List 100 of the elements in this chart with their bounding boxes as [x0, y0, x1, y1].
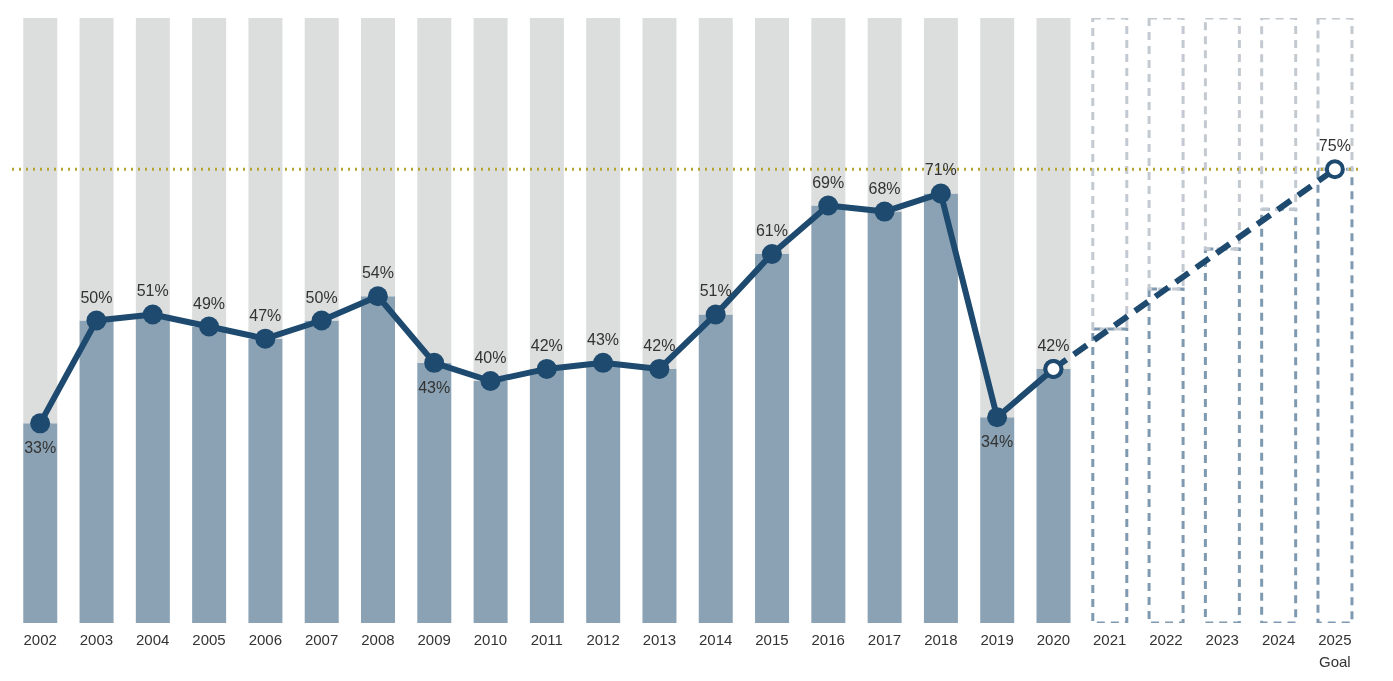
point [818, 195, 839, 216]
x-tick-label: 2006 [248, 631, 282, 648]
x-tick-label: 2018 [924, 631, 958, 648]
x-tick-label: 2020 [1036, 631, 1071, 648]
x-tick-label: 2002 [23, 631, 57, 648]
data-label: 61% [755, 221, 788, 239]
data-label: 69% [812, 173, 845, 191]
point [255, 328, 276, 349]
x-tick-label: 2004 [136, 631, 170, 648]
bar [1147, 287, 1185, 623]
x-tick-label: 2012 [586, 631, 620, 648]
bar [79, 18, 114, 321]
x-tick-label: 2010 [473, 631, 508, 648]
data-label: 51% [699, 282, 732, 300]
bar [1316, 18, 1354, 171]
x-tick-label: 2021 [1093, 631, 1127, 648]
x-tick-label: 2007 [304, 631, 339, 648]
bar [642, 18, 677, 369]
point [536, 358, 557, 379]
point [142, 304, 163, 325]
data-label: 43% [418, 378, 451, 396]
point [30, 413, 51, 434]
data-label: 75% [1318, 137, 1351, 155]
bar [1036, 368, 1071, 623]
point [761, 243, 782, 264]
bar [417, 362, 452, 623]
bar [1260, 207, 1298, 623]
data-label: 33% [24, 439, 57, 457]
bar [529, 368, 564, 623]
x-tick-label: 2011 [530, 631, 563, 648]
point [311, 310, 332, 331]
point [86, 310, 107, 331]
x-tick-label: 2023 [1205, 631, 1239, 648]
data-label: 51% [136, 282, 169, 300]
bar [192, 326, 227, 623]
data-label: 47% [249, 306, 282, 324]
bar [811, 205, 846, 623]
point [367, 286, 388, 307]
data-label: 40% [474, 349, 507, 366]
data-label: 49% [193, 294, 226, 312]
x-tick-label: 2022 [1149, 631, 1183, 648]
data-label: 54% [361, 264, 394, 282]
x-tick-label: 2014 [698, 631, 733, 648]
bar [304, 320, 339, 623]
bar [923, 18, 958, 194]
bar [867, 211, 902, 623]
point [705, 304, 726, 325]
bar [586, 18, 621, 363]
bar [923, 193, 958, 623]
x-tick-label: 2024 [1261, 631, 1296, 648]
data-label: 50% [80, 288, 113, 306]
bar [1036, 18, 1071, 369]
data-label: 42% [530, 336, 563, 354]
bar [980, 18, 1015, 418]
bar [23, 423, 58, 623]
bar [980, 417, 1015, 623]
bar [1203, 18, 1241, 251]
x-tick-label: 2008 [361, 631, 395, 648]
bar [1147, 18, 1185, 291]
bar [361, 296, 396, 623]
bar [135, 18, 170, 315]
data-label: 43% [587, 330, 620, 348]
bar [192, 18, 227, 327]
bar [698, 18, 733, 315]
point [649, 358, 670, 379]
data-label: 34% [981, 433, 1014, 451]
x-tick-label: 2009 [417, 631, 451, 648]
data-label: 71% [924, 161, 957, 179]
bar [79, 320, 114, 623]
data-label: 42% [1037, 336, 1070, 354]
x-tick-label: 2025 Goal [1318, 631, 1352, 670]
bar [811, 18, 846, 206]
bar [755, 18, 790, 254]
bar [248, 18, 283, 339]
point [480, 371, 501, 391]
bar [417, 18, 452, 363]
x-tick-label: 2017 [867, 631, 902, 648]
bar [867, 18, 902, 212]
bar [23, 18, 58, 424]
point [987, 407, 1008, 428]
point [874, 201, 895, 222]
bar [473, 381, 508, 623]
bar [1260, 18, 1298, 211]
bar [361, 18, 396, 297]
x-tick-label: 2003 [79, 631, 114, 648]
bar [642, 368, 677, 623]
bar [135, 314, 170, 623]
bar [698, 314, 733, 623]
point [424, 352, 445, 373]
bar [529, 18, 564, 369]
bar [304, 18, 339, 321]
bar [1203, 247, 1241, 623]
data-label: 50% [305, 288, 338, 306]
bar [1316, 167, 1354, 623]
data-label: 42% [643, 336, 676, 354]
x-tick-label: 2013 [642, 631, 677, 648]
bar [248, 338, 283, 623]
bar [1091, 18, 1129, 331]
point [199, 316, 220, 337]
bar [1091, 327, 1129, 623]
